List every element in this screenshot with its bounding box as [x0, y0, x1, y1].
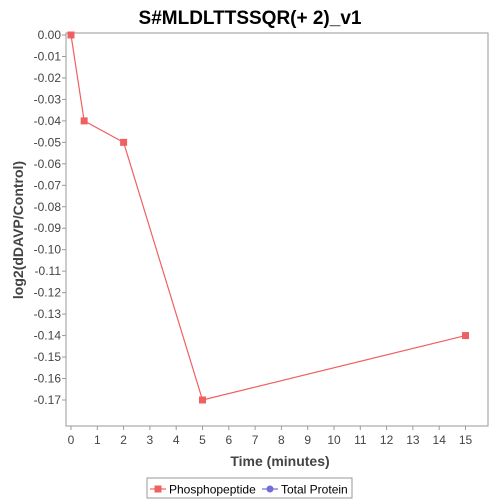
- plot-area: [65, 32, 489, 427]
- y-tick-label: -0.07: [34, 178, 62, 192]
- x-axis-label: Time (minutes): [230, 453, 329, 469]
- x-tick-label: 14: [433, 433, 447, 447]
- x-tick-label: 12: [380, 433, 394, 447]
- x-tick-label: 10: [327, 433, 341, 447]
- x-tick-label: 7: [252, 433, 259, 447]
- data-point: [199, 396, 206, 404]
- x-tick-label: 13: [406, 433, 420, 447]
- x-tick-label: 2: [120, 433, 127, 447]
- y-tick-label: -0.11: [35, 264, 62, 278]
- x-tick-label: 11: [354, 433, 367, 447]
- x-tick-label: 1: [94, 433, 101, 447]
- axes: 0.00 -0.01 -0.02 -0.03 -0.04 -0.05 -0.06 -0.07 -…: [34, 28, 473, 447]
- series-layer: [67, 31, 469, 404]
- y-tick-label: -0.09: [34, 221, 62, 235]
- data-point: [67, 31, 75, 39]
- legend-box: [146, 477, 353, 499]
- y-tick-label: 0.00: [38, 28, 62, 42]
- legend-label: Total Protein: [281, 483, 348, 497]
- legend-label: Phosphopeptide: [169, 483, 256, 497]
- y-tick-label: -0.17: [34, 393, 62, 407]
- data-point: [80, 117, 88, 125]
- y-tick-label: -0.06: [34, 157, 62, 171]
- y-tick-label: -0.04: [34, 114, 62, 128]
- y-tick-label: -0.14: [34, 329, 62, 343]
- y-tick-label: -0.05: [34, 135, 62, 149]
- y-tick-label: -0.10: [34, 243, 62, 257]
- y-tick-label: -0.13: [34, 307, 62, 321]
- x-tick-label: 5: [199, 433, 206, 447]
- y-tick-label: -0.01: [34, 49, 62, 63]
- y-tick-label: -0.12: [34, 286, 62, 300]
- y-tick-label: -0.02: [34, 71, 62, 85]
- y-axis-label: log2(dDAVP/Control): [10, 161, 26, 299]
- x-tick-label: 8: [278, 433, 285, 447]
- legend-marker-square: [154, 485, 162, 493]
- y-tick-label: -0.08: [34, 200, 62, 214]
- x-tick-label: 0: [68, 433, 75, 447]
- x-tick-label: 3: [147, 433, 154, 447]
- data-point: [120, 138, 128, 146]
- data-point: [462, 332, 469, 340]
- x-tick-label: 9: [304, 433, 311, 447]
- y-tick-label: -0.03: [34, 92, 62, 106]
- x-tick-label: 15: [459, 433, 473, 447]
- legend: Phosphopeptide Total Protein: [146, 477, 353, 499]
- legend-marker-circle: [266, 485, 274, 493]
- y-tick-label: -0.16: [34, 372, 62, 386]
- chart-title: S#MLDLTTSSQR(+ 2)_v1: [139, 8, 362, 29]
- x-tick-label: 6: [225, 433, 232, 447]
- x-tick-label: 4: [173, 433, 180, 447]
- y-tick-label: -0.15: [34, 350, 62, 364]
